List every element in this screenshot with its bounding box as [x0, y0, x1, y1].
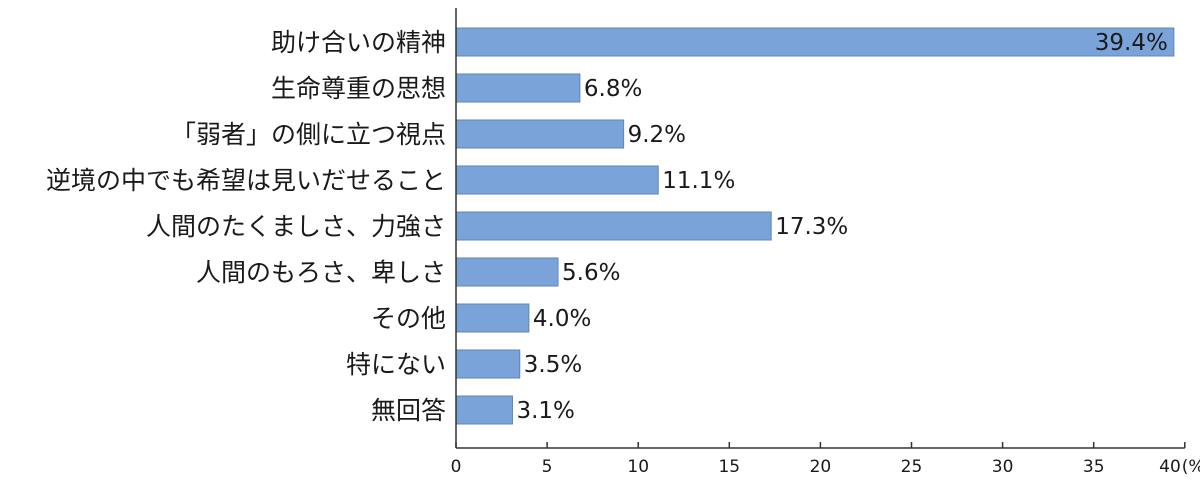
value-label: 3.5% — [524, 352, 582, 378]
x-tick-label: 5 — [542, 457, 553, 477]
category-label: その他 — [371, 304, 446, 333]
value-label: 39.4% — [1095, 30, 1168, 56]
x-tick-label: 25 — [901, 457, 923, 477]
value-label: 6.8% — [584, 76, 642, 102]
category-labels-group: 助け合いの精神生命尊重の思想「弱者」の側に立つ視点逆境の中でも希望は見いだせるこ… — [46, 28, 446, 425]
x-tick-label: 20 — [810, 457, 832, 477]
value-label: 4.0% — [533, 306, 591, 332]
x-tick-label: 15 — [718, 457, 740, 477]
category-label: 特にない — [346, 350, 446, 379]
value-label: 11.1% — [662, 168, 735, 194]
bar-7 — [455, 303, 530, 333]
category-label: 「弱者」の側に立つ視点 — [171, 120, 446, 149]
bar-2 — [455, 73, 581, 103]
bar-1 — [455, 27, 1175, 57]
x-tick-label: 40 — [1159, 457, 1181, 477]
category-label: 人間のたくましさ、力強さ — [146, 212, 446, 241]
bars-group — [455, 27, 1175, 425]
bar-9 — [455, 395, 513, 425]
x-ticks-group: 0 5 10 15 20 25 30 35 40 — [451, 442, 1186, 477]
category-label: 人間のもろさ、卑しさ — [196, 258, 446, 287]
x-tick-label: 35 — [1083, 457, 1105, 477]
category-label: 生命尊重の思想 — [271, 74, 446, 103]
x-tick-label: 10 — [627, 457, 649, 477]
bar-8 — [455, 349, 521, 379]
x-tick-label: 0 — [451, 457, 462, 477]
x-axis-unit: (%) — [1182, 457, 1200, 477]
value-labels-group: 39.4% 6.8% 9.2% 11.1% 17.3% 5.6% 4.0% 3.5% 3.1% — [516, 30, 1167, 424]
value-label: 9.2% — [628, 122, 686, 148]
bar-3 — [455, 119, 625, 149]
value-label: 3.1% — [516, 398, 574, 424]
bar-4 — [455, 165, 659, 195]
category-label: 逆境の中でも希望は見いだせること — [46, 166, 446, 195]
bar-6 — [455, 257, 559, 287]
category-label: 助け合いの精神 — [271, 28, 446, 57]
x-tick-label: 30 — [992, 457, 1014, 477]
value-label: 17.3% — [775, 214, 848, 240]
value-label: 5.6% — [562, 260, 620, 286]
category-label: 無回答 — [371, 396, 446, 425]
bar-5 — [455, 211, 772, 241]
